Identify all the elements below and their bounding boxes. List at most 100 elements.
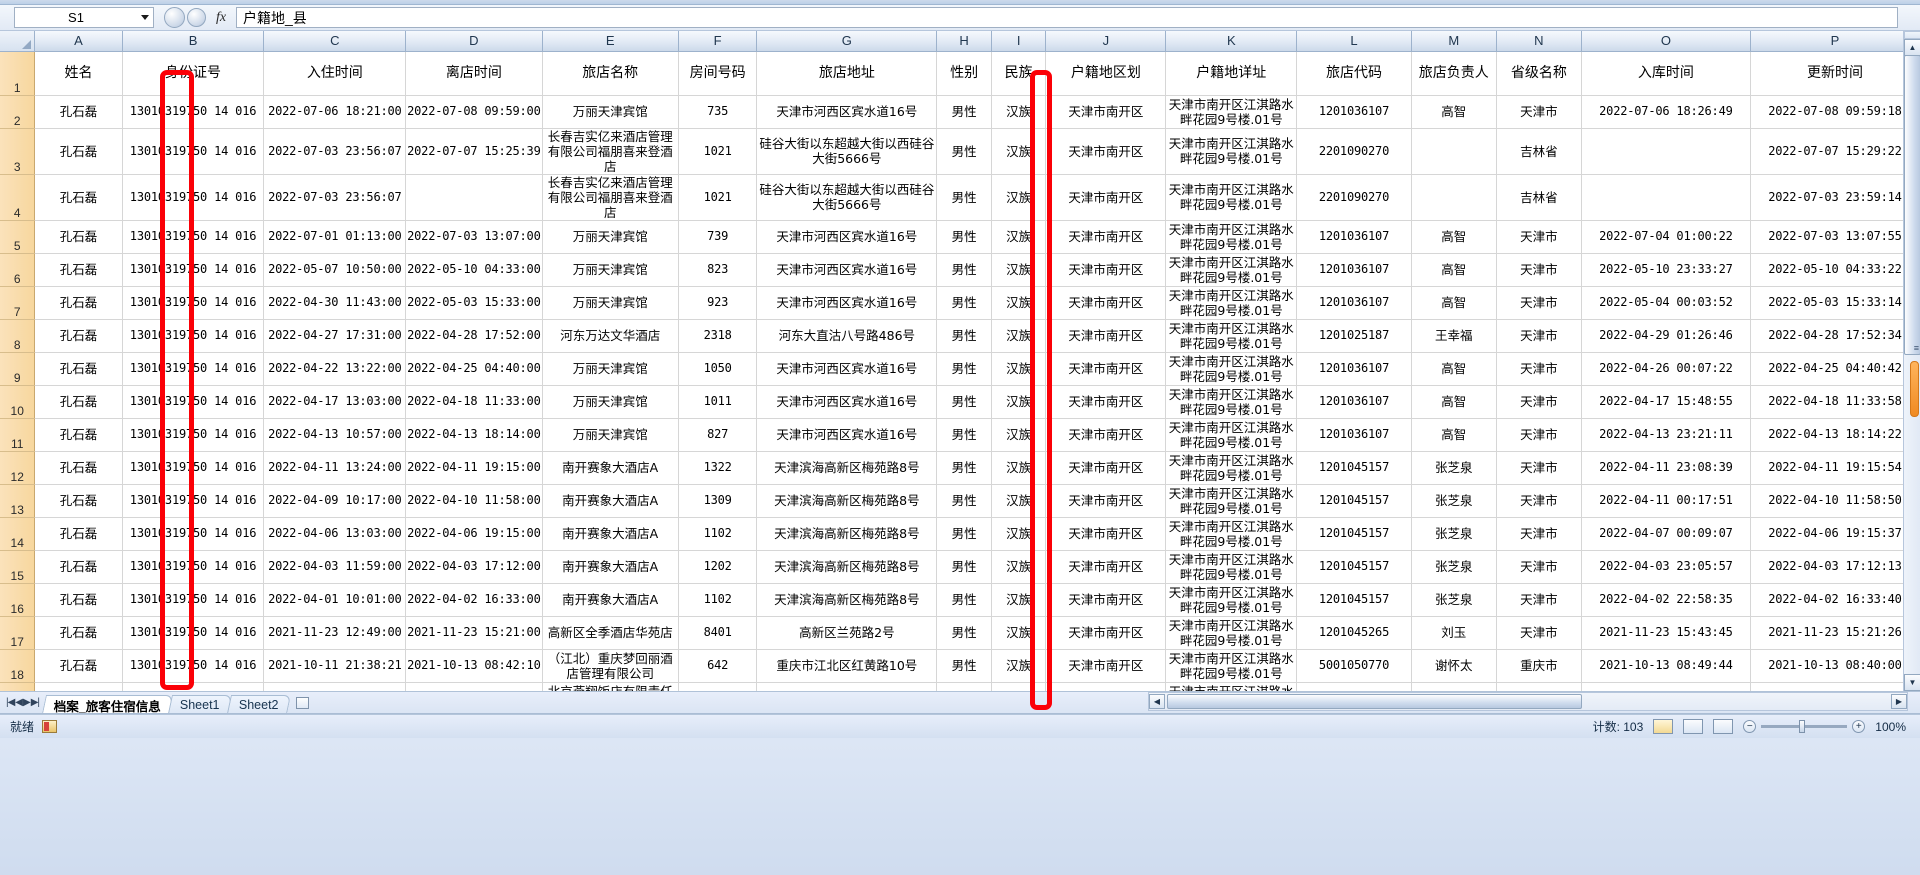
cell-M18[interactable]: 谢怀太	[1411, 649, 1497, 683]
cell-K3[interactable]: 天津市南开区江淇路水畔花园9号楼.01号	[1165, 128, 1298, 175]
cell-P4[interactable]: 2022-07-03 23:59:14	[1750, 174, 1920, 221]
row-header-18[interactable]: 18	[0, 649, 36, 683]
cell-E9[interactable]: 万丽天津宾馆	[542, 352, 679, 386]
cell-O12[interactable]: 2022-04-11 23:08:39	[1581, 451, 1751, 485]
insert-function-icon[interactable]: fx	[215, 9, 227, 25]
cell-M11[interactable]: 高智	[1411, 418, 1497, 452]
page-break-view-icon[interactable]	[1713, 719, 1734, 734]
cell-N4[interactable]: 吉林省	[1496, 174, 1582, 221]
cell-N13[interactable]: 天津市	[1496, 484, 1582, 518]
column-header-l[interactable]: L	[1296, 31, 1412, 52]
cell-D16[interactable]: 2022-04-02 16:33:00	[405, 583, 543, 617]
cell-B17[interactable]: 13010319750 14 016	[122, 616, 265, 650]
cell-J6[interactable]: 天津市南开区	[1045, 253, 1167, 287]
cell-L7[interactable]: 1201036107	[1296, 286, 1412, 320]
cell-L10[interactable]: 1201036107	[1296, 385, 1412, 419]
column-header-c[interactable]: C	[263, 31, 407, 52]
cell-L11[interactable]: 1201036107	[1296, 418, 1412, 452]
cell-G8[interactable]: 河东大直沽八号路486号	[756, 319, 938, 353]
cell-P12[interactable]: 2022-04-11 19:15:54	[1750, 451, 1920, 485]
column-header-a[interactable]: A	[34, 31, 123, 52]
cell-I18[interactable]: 汉族	[991, 649, 1047, 683]
cell-E17[interactable]: 高新区全季酒店华苑店	[542, 616, 679, 650]
cell-P17[interactable]: 2021-11-23 15:21:26	[1750, 616, 1920, 650]
cell-B11[interactable]: 13010319750 14 016	[122, 418, 265, 452]
cell-G2[interactable]: 天津市河西区宾水道16号	[756, 95, 938, 129]
cell-B5[interactable]: 13010319750 14 016	[122, 220, 265, 254]
cell-C18[interactable]: 2021-10-11 21:38:21	[263, 649, 407, 683]
cell-B3[interactable]: 13010319750 14 016	[122, 128, 265, 175]
cell-C15[interactable]: 2022-04-03 11:59:00	[263, 550, 407, 584]
cell-G17[interactable]: 高新区兰苑路2号	[756, 616, 938, 650]
cell-A15[interactable]: 孔石磊	[34, 550, 123, 584]
row-header-1[interactable]: 1	[0, 51, 36, 96]
zoom-slider-knob[interactable]	[1799, 720, 1806, 733]
cell-G16[interactable]: 天津滨海高新区梅苑路8号	[756, 583, 938, 617]
cell-P11[interactable]: 2022-04-13 18:14:22	[1750, 418, 1920, 452]
cell-D13[interactable]: 2022-04-10 11:58:00	[405, 484, 543, 518]
column-header-n[interactable]: N	[1496, 31, 1582, 52]
cell-N3[interactable]: 吉林省	[1496, 128, 1582, 175]
cell-M10[interactable]: 高智	[1411, 385, 1497, 419]
cell-E16[interactable]: 南开赛象大酒店A	[542, 583, 679, 617]
cell-I12[interactable]: 汉族	[991, 451, 1047, 485]
cell-A7[interactable]: 孔石磊	[34, 286, 123, 320]
cell-F15[interactable]: 1202	[678, 550, 758, 584]
row-header-2[interactable]: 2	[0, 95, 36, 129]
cell-M15[interactable]: 张芝泉	[1411, 550, 1497, 584]
next-sheet-icon[interactable]: ▶	[23, 696, 31, 708]
cell-D17[interactable]: 2021-11-23 15:21:00	[405, 616, 543, 650]
cell-C5[interactable]: 2022-07-01 01:13:00	[263, 220, 407, 254]
cell-J9[interactable]: 天津市南开区	[1045, 352, 1167, 386]
name-box[interactable]: S1	[14, 7, 154, 28]
select-all-corner[interactable]	[0, 31, 36, 52]
cell-L5[interactable]: 1201036107	[1296, 220, 1412, 254]
cell-I14[interactable]: 汉族	[991, 517, 1047, 551]
zoom-slider[interactable]: − +	[1743, 720, 1866, 733]
cell-K15[interactable]: 天津市南开区江淇路水畔花园9号楼.01号	[1165, 550, 1298, 584]
column-header-h[interactable]: H	[936, 31, 992, 52]
cell-P14[interactable]: 2022-04-06 19:15:37	[1750, 517, 1920, 551]
cell-O6[interactable]: 2022-05-10 23:33:27	[1581, 253, 1751, 287]
cell-K13[interactable]: 天津市南开区江淇路水畔花园9号楼.01号	[1165, 484, 1298, 518]
cell-A13[interactable]: 孔石磊	[34, 484, 123, 518]
cell-P10[interactable]: 2022-04-18 11:33:58	[1750, 385, 1920, 419]
cell-O16[interactable]: 2022-04-02 22:58:35	[1581, 583, 1751, 617]
zoom-in-icon[interactable]: +	[1852, 720, 1866, 733]
cell-J15[interactable]: 天津市南开区	[1045, 550, 1167, 584]
cell-F8[interactable]: 2318	[678, 319, 758, 353]
cell-C4[interactable]: 2022-07-03 23:56:07	[263, 174, 407, 221]
cell-L2[interactable]: 1201036107	[1296, 95, 1412, 129]
cell-N7[interactable]: 天津市	[1496, 286, 1582, 320]
cell-C10[interactable]: 2022-04-17 13:03:00	[263, 385, 407, 419]
horizontal-scrollbar[interactable]: ◀ ▶	[1148, 692, 1908, 711]
cell-I4[interactable]: 汉族	[991, 174, 1047, 221]
cell-B18[interactable]: 13010319750 14 016	[122, 649, 265, 683]
cell-K4[interactable]: 天津市南开区江淇路水畔花园9号楼.01号	[1165, 174, 1298, 221]
row-header-9[interactable]: 9	[0, 352, 36, 386]
cell-L3[interactable]: 2201090270	[1296, 128, 1412, 175]
row-header-7[interactable]: 7	[0, 286, 36, 320]
cell-J7[interactable]: 天津市南开区	[1045, 286, 1167, 320]
cell-D3[interactable]: 2022-07-07 15:25:39	[405, 128, 543, 175]
cell-C2[interactable]: 2022-07-06 18:21:00	[263, 95, 407, 129]
cell-K16[interactable]: 天津市南开区江淇路水畔花园9号楼.01号	[1165, 583, 1298, 617]
scroll-down-button[interactable]: ▼	[1904, 674, 1920, 691]
cell-L18[interactable]: 5001050770	[1296, 649, 1412, 683]
cell-P19[interactable]: 2021-09-10 12:13:51	[1750, 682, 1920, 691]
cell-L8[interactable]: 1201025187	[1296, 319, 1412, 353]
cell-I5[interactable]: 汉族	[991, 220, 1047, 254]
cell-I9[interactable]: 汉族	[991, 352, 1047, 386]
cell-B7[interactable]: 13010319750 14 016	[122, 286, 265, 320]
scroll-right-button[interactable]: ▶	[1891, 694, 1907, 709]
cell-K17[interactable]: 天津市南开区江淇路水畔花园9号楼.01号	[1165, 616, 1298, 650]
cell-L16[interactable]: 1201045157	[1296, 583, 1412, 617]
cell-B12[interactable]: 13010319750 14 016	[122, 451, 265, 485]
cell-D5[interactable]: 2022-07-03 13:07:00	[405, 220, 543, 254]
cell-G7[interactable]: 天津市河西区宾水道16号	[756, 286, 938, 320]
cell-I8[interactable]: 汉族	[991, 319, 1047, 353]
cell-I15[interactable]: 汉族	[991, 550, 1047, 584]
row-header-8[interactable]: 8	[0, 319, 36, 353]
cell-K10[interactable]: 天津市南开区江淇路水畔花园9号楼.01号	[1165, 385, 1298, 419]
